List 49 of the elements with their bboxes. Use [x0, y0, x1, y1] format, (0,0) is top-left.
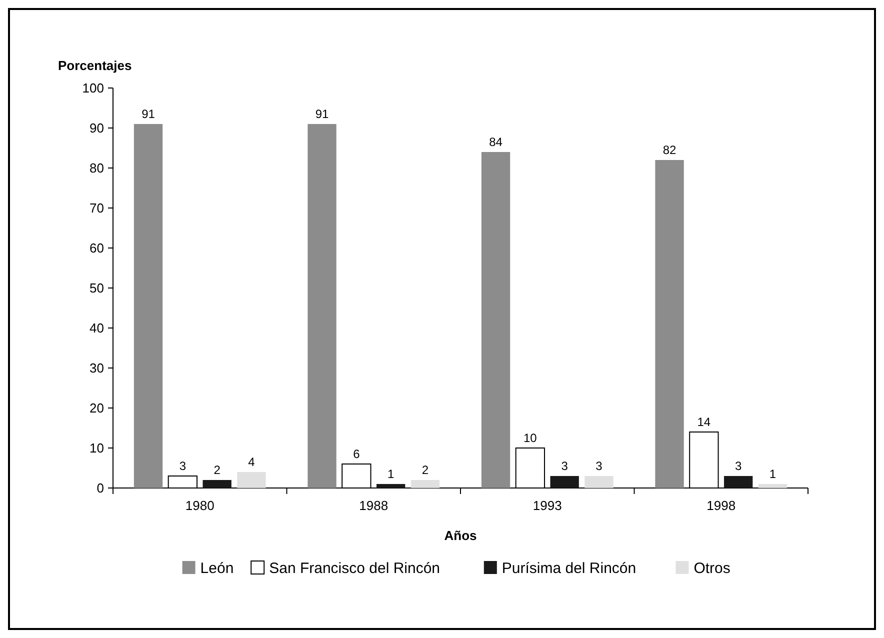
- bar: [308, 124, 336, 488]
- data-label: 3: [179, 459, 186, 473]
- y-tick-label: 0: [96, 480, 104, 496]
- x-tick-label: 1988: [359, 498, 388, 513]
- data-label: 2: [214, 463, 221, 477]
- x-tick-label: 1980: [185, 498, 214, 513]
- y-tick-label: 40: [90, 320, 104, 336]
- y-tick-label: 90: [90, 120, 104, 136]
- bar: [237, 472, 266, 488]
- legend-label: Otros: [694, 560, 730, 577]
- data-label: 14: [697, 415, 711, 429]
- bar: [584, 476, 614, 488]
- y-tick-label: 80: [90, 160, 104, 176]
- x-tick-label: 1993: [532, 498, 562, 513]
- y-tick-label: 60: [90, 240, 104, 256]
- data-label: 1: [387, 467, 394, 481]
- bar: [724, 476, 753, 488]
- bar: [134, 124, 163, 488]
- bar: [758, 484, 788, 488]
- y-tick-label: 100: [82, 80, 104, 96]
- data-label: 3: [561, 459, 568, 473]
- y-tick-label: 10: [90, 440, 104, 456]
- y-tick-label: 30: [90, 360, 104, 376]
- data-label: 3: [596, 459, 603, 473]
- data-label: 2: [422, 463, 429, 477]
- y-tick-label: 50: [90, 280, 104, 296]
- data-label: 4: [248, 455, 256, 469]
- y-axis-title: Porcentajes: [58, 58, 132, 73]
- data-label: 84: [489, 135, 503, 149]
- legend-label: León: [200, 560, 234, 577]
- legend-label: Purísima del Rincón: [502, 560, 636, 577]
- data-label: 3: [734, 459, 742, 473]
- data-label: 91: [315, 107, 330, 121]
- data-label: 6: [353, 447, 360, 461]
- legend-label: San Francisco del Rincón: [269, 560, 440, 577]
- bar: [481, 152, 510, 488]
- bar: [410, 480, 440, 488]
- data-label: 1: [769, 467, 776, 481]
- bar: [550, 476, 579, 488]
- x-axis-title: Años: [444, 528, 477, 543]
- bar: [655, 160, 684, 488]
- bar: [202, 480, 232, 488]
- bar: [376, 484, 406, 488]
- y-tick-label: 70: [90, 200, 104, 216]
- data-label: 91: [142, 107, 156, 121]
- data-label: 10: [523, 431, 538, 445]
- y-tick-label: 20: [90, 400, 104, 416]
- x-tick-label: 1998: [706, 498, 736, 513]
- data-label: 82: [662, 143, 677, 157]
